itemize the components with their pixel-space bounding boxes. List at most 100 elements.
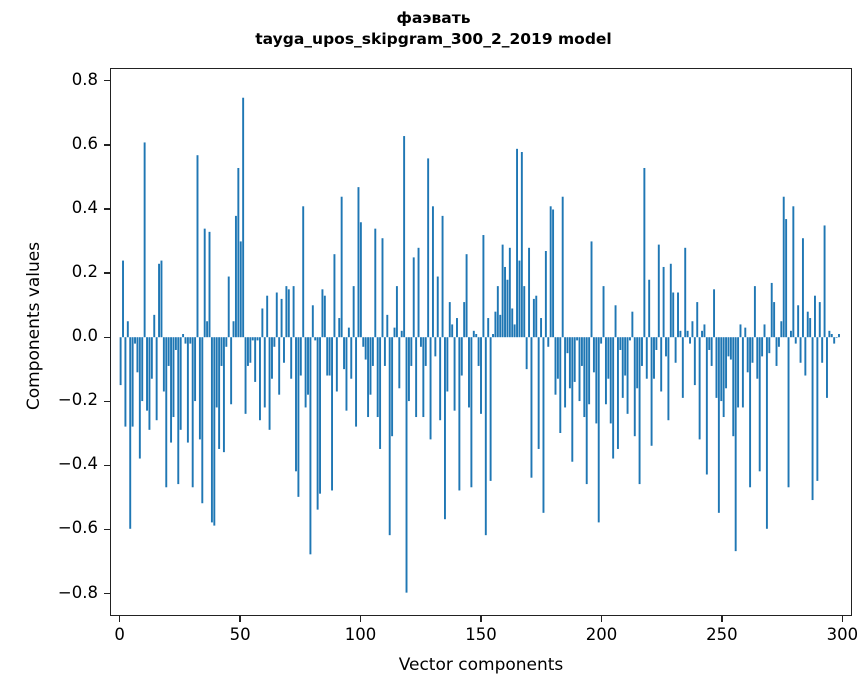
bar: [194, 337, 197, 402]
bar: [729, 337, 732, 360]
bar: [763, 324, 766, 338]
bar: [689, 337, 691, 344]
bar: [167, 337, 170, 366]
bar: [739, 324, 742, 338]
bar: [367, 337, 370, 418]
bar: [535, 295, 538, 338]
bar: [439, 337, 442, 421]
chart-title: фаэвать tayga_upos_skipgram_300_2_2019 m…: [0, 8, 867, 50]
bar: [458, 337, 461, 491]
bar: [679, 330, 682, 338]
bar: [259, 337, 261, 421]
bar: [326, 337, 329, 376]
y-tick-mark: [104, 80, 110, 82]
bar: [424, 337, 427, 366]
bar: [811, 337, 814, 501]
bar: [588, 337, 591, 405]
bar: [184, 337, 187, 344]
bar: [504, 266, 506, 338]
bar: [489, 337, 492, 481]
y-tick-label: 0.4: [71, 198, 98, 217]
bar: [456, 318, 458, 338]
bar: [780, 321, 783, 338]
bar: [141, 337, 144, 402]
bar: [177, 337, 180, 485]
bar: [302, 206, 305, 338]
bar: [244, 337, 247, 414]
bar: [170, 337, 173, 443]
bar: [345, 337, 348, 411]
bar: [559, 337, 562, 433]
bar: [134, 337, 136, 344]
bar: [592, 337, 595, 373]
bar: [672, 292, 675, 338]
plot-axes: [110, 68, 852, 616]
y-tick-label: 0.8: [71, 69, 98, 89]
bar: [494, 311, 497, 338]
bar: [146, 337, 148, 411]
bar: [804, 337, 807, 376]
bar: [691, 321, 694, 338]
bar: [773, 302, 776, 338]
bar: [513, 324, 516, 338]
bar: [585, 337, 588, 485]
bar: [374, 228, 377, 338]
bar: [347, 327, 350, 338]
bar: [143, 142, 146, 338]
bar: [789, 330, 792, 338]
bar: [501, 244, 504, 338]
bar: [314, 337, 317, 341]
bar: [261, 308, 264, 338]
bar: [667, 337, 670, 421]
bar: [648, 279, 651, 338]
bar: [446, 337, 449, 392]
bar: [227, 276, 230, 338]
bar: [386, 314, 389, 338]
bar: [540, 318, 543, 338]
bar: [407, 337, 410, 402]
bar: [153, 314, 156, 338]
x-tick-mark: [239, 616, 241, 622]
bar: [506, 279, 509, 338]
bar: [230, 337, 233, 405]
bar: [451, 324, 454, 338]
bar: [833, 337, 836, 344]
bar: [765, 337, 768, 529]
bar: [403, 136, 406, 338]
bar: [645, 337, 648, 379]
bar: [487, 318, 490, 338]
bar: [768, 337, 771, 354]
bar: [124, 337, 127, 427]
bar: [544, 251, 547, 338]
bar: [448, 302, 451, 338]
bar: [249, 337, 252, 363]
x-tick-mark: [721, 616, 723, 622]
bar: [633, 337, 636, 437]
y-tick-mark: [104, 336, 110, 338]
bar: [701, 330, 703, 338]
bar: [362, 337, 365, 347]
bar: [518, 260, 521, 338]
bar: [823, 225, 826, 338]
bar: [492, 334, 494, 338]
bar: [482, 235, 485, 338]
bar: [631, 311, 634, 338]
bar: [234, 215, 237, 338]
bar: [307, 337, 309, 395]
bar: [148, 337, 151, 430]
bar: [444, 337, 446, 520]
bar: [662, 266, 665, 338]
bar: [542, 337, 545, 513]
bar: [158, 263, 161, 338]
bar: [419, 337, 422, 347]
x-tick-mark: [480, 616, 482, 622]
bar: [547, 337, 550, 347]
bar: [792, 206, 795, 338]
bar: [434, 337, 437, 357]
y-tick-label: −0.6: [57, 518, 98, 538]
bar: [232, 321, 235, 338]
x-tick-mark: [359, 616, 362, 622]
bar: [391, 337, 394, 437]
bar: [172, 337, 175, 418]
bar: [710, 337, 713, 366]
